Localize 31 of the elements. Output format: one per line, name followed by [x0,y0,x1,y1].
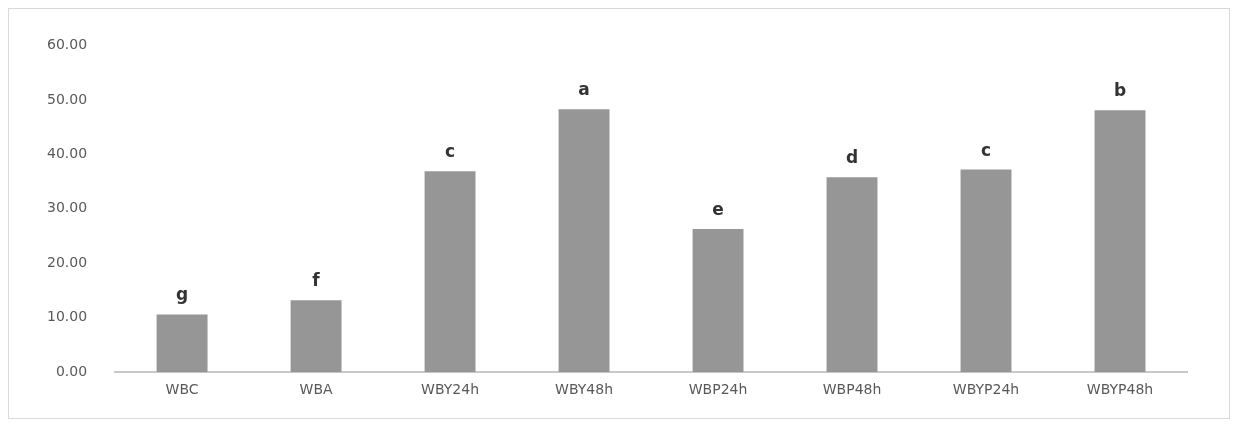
bar [290,300,342,373]
annotation: g [175,284,189,305]
annotation: b [1113,80,1127,101]
annotation: d [845,147,859,168]
x-tick-label: WBP24h [688,381,748,398]
bar [692,228,744,373]
bar [960,169,1012,373]
x-tick-label: WBYP48h [1086,381,1154,398]
x-tick-label: WBP48h [822,381,882,398]
bar [558,109,610,373]
y-tick-label: 0.00 [55,362,88,379]
annotation: a [578,79,590,100]
y-tick-label: 50.00 [46,90,88,107]
bar [1094,110,1146,373]
x-tick-label: WBYP24h [952,381,1020,398]
y-tick-label: 20.00 [46,253,88,270]
y-tick-label: 30.00 [46,199,88,216]
x-tick-label: WBY48h [555,381,614,398]
annotation: c [980,139,992,160]
y-tick-label: 40.00 [46,144,88,161]
x-tick-label: WBY24h [421,381,480,398]
y-tick-label: 60.00 [46,36,88,53]
bar [156,314,208,373]
annotation: f [312,270,321,291]
annotation: e [712,198,724,219]
x-tick-label: WBC [165,381,199,398]
y-tick-label: 10.00 [46,308,88,325]
annotation: c [445,141,456,162]
bar [826,177,878,373]
x-tick-label: WBA [299,381,333,398]
bar [424,171,476,373]
